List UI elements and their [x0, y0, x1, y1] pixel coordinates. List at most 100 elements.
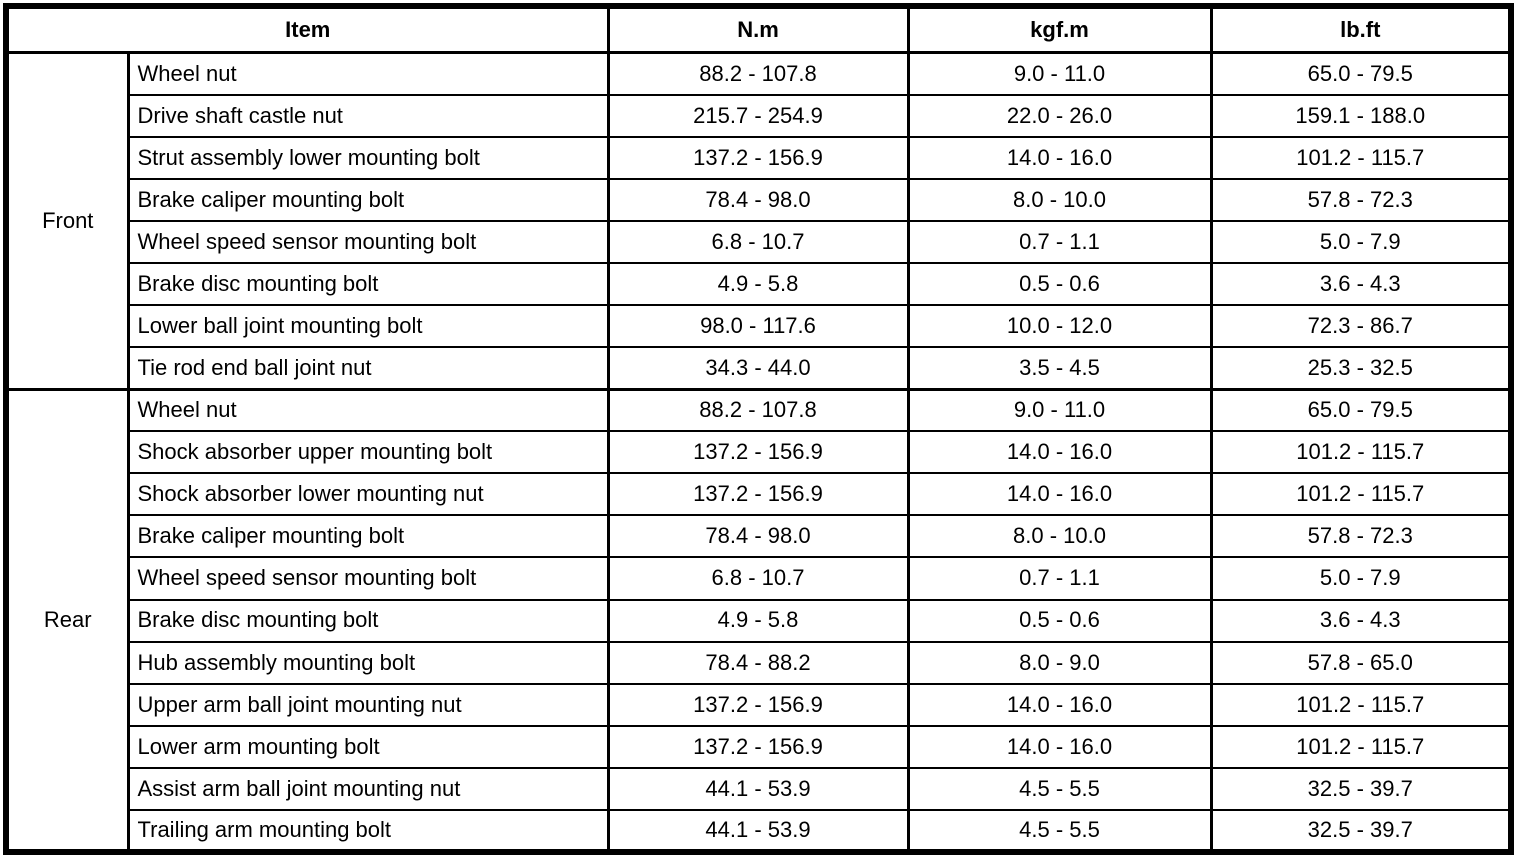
value-lbft: 159.1 - 188.0: [1209, 93, 1513, 138]
item-name: Trailing arm mounting bolt: [126, 808, 610, 854]
item-name: Wheel nut: [126, 50, 610, 96]
value-kgfm: 14.0 - 16.0: [906, 724, 1213, 769]
table-row: Wheel speed sensor mounting bolt 6.8 - 10…: [6, 219, 1513, 264]
table-row: Assist arm ball joint mounting nut 44.1 -…: [6, 766, 1513, 811]
value-nm: 137.2 - 156.9: [606, 135, 910, 180]
item-name: Upper arm ball joint mounting nut: [126, 682, 610, 727]
value-nm: 44.1 - 53.9: [606, 808, 910, 854]
value-kgfm: 22.0 - 26.0: [906, 93, 1213, 138]
value-lbft: 5.0 - 7.9: [1209, 219, 1513, 264]
value-nm: 4.9 - 5.8: [606, 261, 910, 306]
value-nm: 88.2 - 107.8: [606, 387, 910, 433]
torque-spec-table: Item N.m kgf.m lb.ft Front Wheel nut 88.2 …: [3, 3, 1514, 855]
table-row: Drive shaft castle nut 215.7 - 254.9 22.0 …: [6, 93, 1513, 138]
value-kgfm: 14.0 - 16.0: [906, 430, 1213, 475]
value-kgfm: 8.0 - 9.0: [906, 640, 1213, 685]
item-name: Brake caliper mounting bolt: [126, 514, 610, 559]
table-row: Shock absorber upper mounting bolt 137.2 …: [6, 430, 1513, 475]
value-kgfm: 0.7 - 1.1: [906, 556, 1213, 601]
column-header-kgfm: kgf.m: [906, 5, 1213, 54]
item-name: Wheel speed sensor mounting bolt: [126, 219, 610, 264]
value-lbft: 5.0 - 7.9: [1209, 556, 1513, 601]
item-name: Hub assembly mounting bolt: [126, 640, 610, 685]
item-name: Wheel nut: [126, 387, 610, 433]
value-nm: 137.2 - 156.9: [606, 682, 910, 727]
column-header-item: Item: [4, 5, 610, 54]
value-kgfm: 10.0 - 12.0: [906, 303, 1213, 349]
value-kgfm: 9.0 - 11.0: [906, 387, 1213, 433]
value-nm: 88.2 - 107.8: [606, 50, 910, 96]
table-row: Hub assembly mounting bolt 78.4 - 88.2 8.0…: [6, 640, 1513, 685]
item-name: Assist arm ball joint mounting nut: [126, 766, 610, 811]
value-kgfm: 0.7 - 1.1: [906, 219, 1213, 264]
item-name: Shock absorber upper mounting bolt: [126, 430, 610, 475]
column-header-lbft: lb.ft: [1209, 5, 1513, 54]
value-lbft: 101.2 - 115.7: [1209, 430, 1513, 475]
value-nm: 137.2 - 156.9: [606, 472, 910, 517]
item-name: Wheel speed sensor mounting bolt: [126, 556, 610, 601]
value-kgfm: 14.0 - 16.0: [906, 682, 1213, 727]
table-row: Lower ball joint mounting bolt 98.0 - 117…: [6, 303, 1513, 349]
table-row: Rear Wheel nut 88.2 - 107.8 9.0 - 11.0 65.0 …: [4, 387, 1513, 853]
table-row: Tie rod end ball joint nut 34.3 - 44.0 3.5…: [6, 346, 1513, 391]
value-lbft: 101.2 - 115.7: [1209, 724, 1513, 769]
value-nm: 137.2 - 156.9: [606, 724, 910, 769]
value-kgfm: 9.0 - 11.0: [906, 50, 1213, 96]
item-name: Strut assembly lower mounting bolt: [126, 135, 610, 180]
table-row: Upper arm ball joint mounting nut 137.2 -…: [6, 682, 1513, 727]
table-row: Brake caliper mounting bolt 78.4 - 98.0 8.…: [6, 177, 1513, 222]
value-lbft: 3.6 - 4.3: [1209, 261, 1513, 306]
table-row: Wheel speed sensor mounting bolt 6.8 - 10…: [6, 556, 1513, 601]
item-name: Shock absorber lower mounting nut: [126, 472, 610, 517]
value-nm: 78.4 - 98.0: [606, 514, 910, 559]
value-lbft: 57.8 - 72.3: [1209, 514, 1513, 559]
value-kgfm: 14.0 - 16.0: [906, 472, 1213, 517]
value-kgfm: 0.5 - 0.6: [906, 261, 1213, 306]
value-lbft: 25.3 - 32.5: [1209, 346, 1513, 391]
value-kgfm: 8.0 - 10.0: [906, 514, 1213, 559]
value-kgfm: 3.5 - 4.5: [906, 346, 1213, 391]
value-kgfm: 14.0 - 16.0: [906, 135, 1213, 180]
value-nm: 6.8 - 10.7: [606, 219, 910, 264]
value-nm: 4.9 - 5.8: [606, 598, 910, 643]
table-row: Lower arm mounting bolt 137.2 - 156.9 14.0…: [6, 724, 1513, 769]
item-name: Brake caliper mounting bolt: [126, 177, 610, 222]
value-lbft: 57.8 - 65.0: [1209, 640, 1513, 685]
header-row: Item N.m kgf.m lb.ft: [4, 5, 1513, 54]
table-row: Shock absorber lower mounting nut 137.2 -…: [6, 472, 1513, 517]
table-row: Trailing arm mounting bolt 44.1 - 53.9 4.5…: [6, 808, 1513, 854]
column-header-nm: N.m: [606, 5, 910, 54]
value-nm: 44.1 - 53.9: [606, 766, 910, 811]
value-lbft: 3.6 - 4.3: [1209, 598, 1513, 643]
item-name: Lower ball joint mounting bolt: [126, 303, 610, 349]
value-kgfm: 8.0 - 10.0: [906, 177, 1213, 222]
table-row: Front Wheel nut 88.2 - 107.8 9.0 - 11.0 65.0…: [4, 50, 1513, 391]
table-row: Strut assembly lower mounting bolt 137.2 …: [6, 135, 1513, 180]
value-nm: 215.7 - 254.9: [606, 93, 910, 138]
value-lbft: 101.2 - 115.7: [1209, 682, 1513, 727]
value-nm: 78.4 - 98.0: [606, 177, 910, 222]
value-lbft: 72.3 - 86.7: [1209, 303, 1513, 349]
value-nm: 78.4 - 88.2: [606, 640, 910, 685]
item-name: Brake disc mounting bolt: [126, 598, 610, 643]
value-nm: 6.8 - 10.7: [606, 556, 910, 601]
section-label-front: Front: [4, 51, 130, 391]
value-kgfm: 4.5 - 5.5: [906, 808, 1213, 854]
item-name: Brake disc mounting bolt: [126, 261, 610, 306]
value-lbft: 101.2 - 115.7: [1209, 472, 1513, 517]
value-kgfm: 0.5 - 0.6: [906, 598, 1213, 643]
value-lbft: 65.0 - 79.5: [1209, 387, 1513, 433]
value-lbft: 32.5 - 39.7: [1209, 808, 1513, 854]
value-lbft: 57.8 - 72.3: [1209, 177, 1513, 222]
value-lbft: 65.0 - 79.5: [1209, 50, 1513, 96]
value-nm: 34.3 - 44.0: [606, 346, 910, 391]
value-kgfm: 4.5 - 5.5: [906, 766, 1213, 811]
value-lbft: 101.2 - 115.7: [1209, 135, 1513, 180]
value-nm: 98.0 - 117.6: [606, 303, 910, 349]
value-nm: 137.2 - 156.9: [606, 430, 910, 475]
table-row: Brake disc mounting bolt 4.9 - 5.8 0.5 - 0…: [6, 598, 1513, 643]
table-row: Brake disc mounting bolt 4.9 - 5.8 0.5 - 0…: [6, 261, 1513, 306]
item-name: Tie rod end ball joint nut: [126, 346, 610, 391]
value-lbft: 32.5 - 39.7: [1209, 766, 1513, 811]
